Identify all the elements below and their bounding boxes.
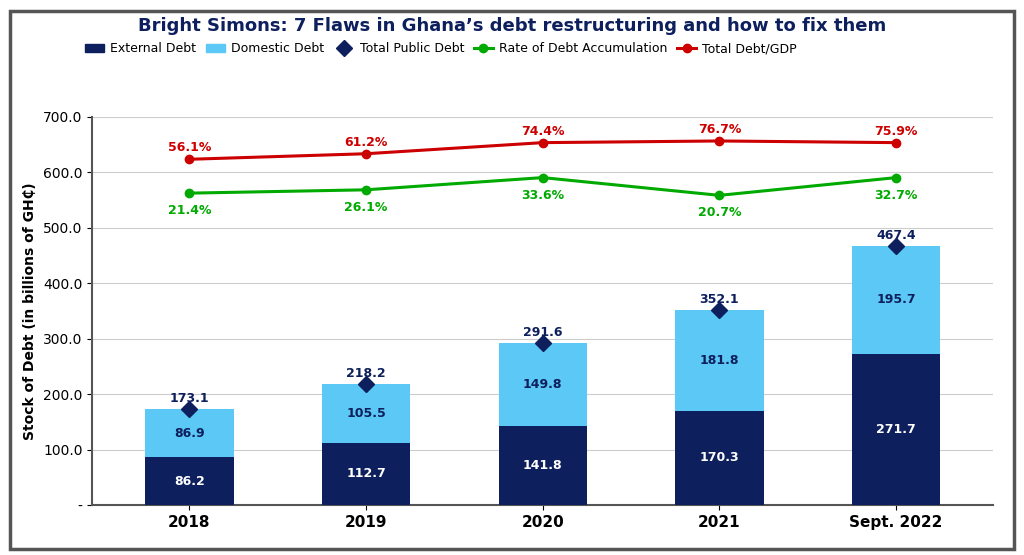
Text: 291.6: 291.6 xyxy=(523,326,562,339)
Text: Bright Simons: 7 Flaws in Ghana’s debt restructuring and how to fix them: Bright Simons: 7 Flaws in Ghana’s debt r… xyxy=(138,17,886,34)
Text: 86.9: 86.9 xyxy=(174,427,205,440)
Bar xyxy=(322,442,411,505)
Bar xyxy=(675,411,764,505)
Text: 467.4: 467.4 xyxy=(877,229,915,242)
Text: 86.2: 86.2 xyxy=(174,475,205,488)
Text: 112.7: 112.7 xyxy=(346,467,386,480)
Text: 170.3: 170.3 xyxy=(699,451,739,465)
Text: 181.8: 181.8 xyxy=(699,354,739,367)
Text: 56.1%: 56.1% xyxy=(168,142,211,154)
Text: 32.7%: 32.7% xyxy=(874,189,918,201)
Text: 33.6%: 33.6% xyxy=(521,189,564,201)
Text: 271.7: 271.7 xyxy=(877,423,916,436)
Text: 195.7: 195.7 xyxy=(877,294,915,306)
Bar xyxy=(675,310,764,411)
Text: 149.8: 149.8 xyxy=(523,379,562,391)
Bar xyxy=(145,409,233,457)
Bar xyxy=(852,246,940,354)
Bar xyxy=(852,354,940,505)
Text: 21.4%: 21.4% xyxy=(168,204,211,217)
Bar xyxy=(145,457,233,505)
Text: 20.7%: 20.7% xyxy=(697,206,741,219)
Text: 141.8: 141.8 xyxy=(523,459,562,472)
Bar xyxy=(499,426,587,505)
Text: 74.4%: 74.4% xyxy=(521,125,564,138)
Text: 173.1: 173.1 xyxy=(170,392,209,405)
Bar xyxy=(499,343,587,426)
Text: 352.1: 352.1 xyxy=(699,292,739,306)
Text: 61.2%: 61.2% xyxy=(344,136,388,149)
Bar xyxy=(322,384,411,442)
Text: 218.2: 218.2 xyxy=(346,367,386,380)
Text: 105.5: 105.5 xyxy=(346,407,386,420)
Text: 26.1%: 26.1% xyxy=(344,201,388,214)
Legend: External Debt, Domestic Debt, Total Public Debt, Rate of Debt Accumulation, Tota: External Debt, Domestic Debt, Total Publ… xyxy=(81,37,802,60)
Text: 75.9%: 75.9% xyxy=(874,125,918,138)
Y-axis label: Stock of Debt (in billions of GH₵): Stock of Debt (in billions of GH₵) xyxy=(24,182,38,440)
Text: 76.7%: 76.7% xyxy=(697,123,741,136)
